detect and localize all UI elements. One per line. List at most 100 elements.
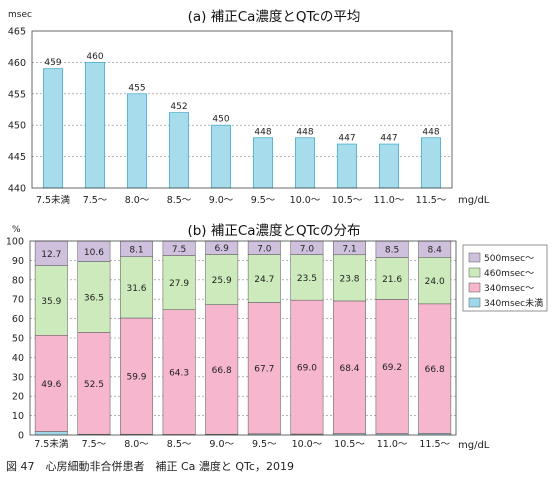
chart-a-y-tick-label: 445 <box>8 152 26 163</box>
chart-a-x-tick-label: 9.0〜 <box>209 195 234 206</box>
chart-b-gridlines <box>30 260 456 416</box>
chart-b-x-tick-label: 7.5〜 <box>82 439 107 450</box>
chart-a-data-label: 447 <box>338 134 355 144</box>
chart-a-y-tick-label: 465 <box>8 27 26 38</box>
chart-a-bar <box>168 112 190 189</box>
chart-b-x-tick-label: 9.0〜 <box>209 439 234 450</box>
chart-a-data-label: 448 <box>254 127 271 137</box>
chart-b-y-tick-label: 80 <box>12 275 24 286</box>
chart-b-x-tick-label: 9.5〜 <box>252 439 277 450</box>
chart-b-data-label: 7.0 <box>300 244 315 254</box>
chart-b-x-tick-label: 10.0〜 <box>292 439 323 450</box>
chart-a-y-unit: msec <box>8 10 32 20</box>
chart-b-segment <box>418 257 452 305</box>
chart-a-bars <box>42 62 442 189</box>
chart-b-segment <box>205 304 239 435</box>
chart-b-legend-swatch <box>468 252 481 263</box>
chart-a-bar <box>126 93 148 189</box>
chart-b-segment <box>34 240 68 266</box>
chart-b-x-tick-label: 11.0〜 <box>377 439 408 450</box>
chart-a-x-tick-label: 10.0〜 <box>290 195 321 206</box>
chart-b-data-label: 8.5 <box>385 246 399 256</box>
chart-b-data-label: 7.5 <box>172 245 186 255</box>
chart-b-data-label: 59.9 <box>126 373 146 383</box>
chart-b-y-tick-label: 90 <box>12 256 24 267</box>
chart-b-legend-swatch <box>468 267 481 278</box>
chart-b-data-label: 69.2 <box>382 363 402 373</box>
chart-a-bar <box>294 137 316 189</box>
chart-b-y-tick-label: 30 <box>12 372 24 383</box>
chart-b-segment <box>333 300 366 434</box>
chart-b-data-label: 25.9 <box>212 276 232 286</box>
chart-b-segment <box>34 265 68 336</box>
chart-a-data-label: 460 <box>86 52 103 62</box>
chart-b-data-label: 6.9 <box>215 244 230 254</box>
chart-b-data-label: 7.0 <box>257 244 272 254</box>
chart-b-segment <box>247 302 281 435</box>
chart-b-data-label: 8.1 <box>129 245 143 255</box>
chart-a-data-label: 448 <box>296 127 313 137</box>
chart-b-y-tick-label: 100 <box>6 237 24 248</box>
chart-a-bar <box>210 124 232 189</box>
chart-b-data-label: 66.8 <box>425 365 445 375</box>
chart-b-data-label: 69.0 <box>297 364 317 374</box>
chart-a-x-tick-label: 8.5〜 <box>167 195 192 206</box>
chart-b-legend-label: 460msec〜 <box>484 269 534 279</box>
chart-a-x-tick-label: 11.0〜 <box>374 195 405 206</box>
chart-b-y-tick-label: 0 <box>18 431 24 442</box>
chart-a-x-ticks: 7.5未満 7.5〜 8.0〜 8.5〜 9.0〜 9.5〜 10.0〜 10.5〜 11.0〜… <box>36 194 447 206</box>
chart-b-legend-label: 500msec〜 <box>484 254 534 264</box>
chart-a-data-label: 452 <box>170 102 187 112</box>
chart-b-data-label: 52.5 <box>84 380 104 390</box>
chart-b-data-label: 24.7 <box>254 275 274 285</box>
chart-a-y-tick-label: 440 <box>8 184 26 195</box>
chart-b-segment <box>120 317 153 435</box>
chart-b-segment <box>205 254 239 305</box>
chart-b-segment <box>120 256 153 319</box>
chart-a-data-label: 447 <box>380 134 397 144</box>
chart-b-data-label: 23.5 <box>297 274 317 284</box>
chart-b-title: (b) 補正Ca濃度とQTcの分布 <box>187 223 360 239</box>
chart-b-x-tick-label: 11.5〜 <box>419 439 450 450</box>
chart-b-data-label: 23.8 <box>339 274 359 284</box>
chart-a-plot-frame <box>31 30 453 189</box>
chart-b-data-label: 36.5 <box>84 293 104 303</box>
chart-b-segment <box>375 257 409 300</box>
chart-a-bar <box>252 137 274 189</box>
chart-b-legend-label: 340msec未満 <box>484 297 543 309</box>
chart-b-x-tick-label: 8.5〜 <box>167 439 192 450</box>
chart-b-segment <box>375 299 409 434</box>
chart-b: (b) 補正Ca濃度とQTcの分布 % mg/dL 0 10 20 30 40 50 60 7… <box>6 223 548 451</box>
chart-b-legend-swatch <box>468 297 481 308</box>
chart-a-bar <box>420 137 442 189</box>
chart-b-y-tick-label: 50 <box>12 334 24 345</box>
chart-b-data-label: 67.7 <box>254 365 274 375</box>
chart-b-segment <box>162 255 196 310</box>
chart-a-data-label: 450 <box>212 115 229 125</box>
chart-b-x-tick-label: 8.0〜 <box>124 439 149 450</box>
chart-b-data-label: 64.3 <box>169 369 189 379</box>
chart-b-data-label: 49.6 <box>41 380 61 390</box>
chart-b-x-unit: mg/dL <box>458 440 490 451</box>
chart-b-y-tick-label: 70 <box>12 295 24 306</box>
chart-b-y-tick-label: 20 <box>12 392 24 403</box>
chart-a-title: (a) 補正Ca濃度とQTcの平均 <box>188 9 361 25</box>
chart-a-bar <box>42 68 64 189</box>
chart-a-x-tick-label: 8.0〜 <box>125 195 150 206</box>
chart-b-segment <box>77 332 111 435</box>
chart-a: (a) 補正Ca濃度とQTcの平均 msec mg/dL 44044545045… <box>8 9 490 206</box>
chart-a-bar <box>378 143 400 189</box>
chart-b-data-label: 21.6 <box>382 275 402 285</box>
chart-b-data-label: 35.9 <box>41 297 61 307</box>
chart-b-data-label: 7.1 <box>342 244 356 254</box>
chart-b-segment <box>34 431 68 436</box>
chart-a-y-ticks: 440 445 450 455 460 465 <box>8 27 26 195</box>
chart-b-segment <box>77 261 111 333</box>
chart-b-legend: 500msec〜 460msec〜 340msec〜 340msec未満 <box>462 244 548 312</box>
chart-a-y-tick-label: 460 <box>8 58 26 69</box>
chart-a-bar <box>336 143 358 189</box>
chart-a-bar <box>84 62 106 189</box>
chart-b-y-tick-label: 60 <box>12 314 24 325</box>
chart-b-data-label: 24.0 <box>425 277 445 287</box>
